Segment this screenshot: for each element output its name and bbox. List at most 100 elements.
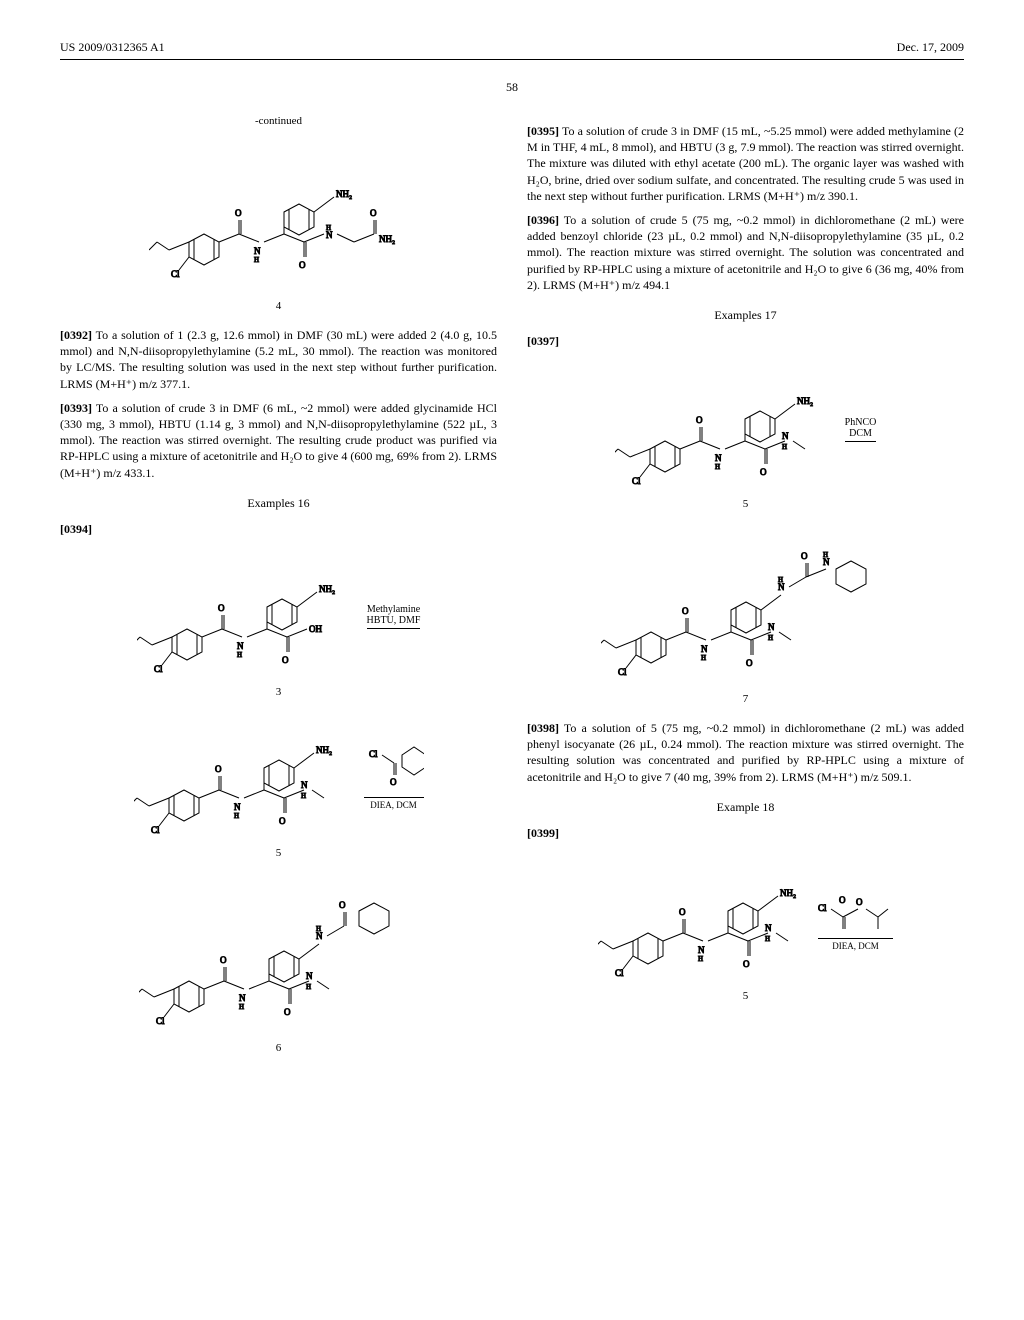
svg-text:N: N (237, 641, 244, 651)
two-column-layout: -continued Cl O NH NH₂ O (60, 115, 964, 1069)
svg-text:O: O (284, 1007, 291, 1017)
structure-3-label: 3 (60, 686, 497, 698)
chemical-structure-3: Cl O NH NH₂ O OH Methylamine HBTU, (60, 552, 497, 698)
svg-text:H: H (306, 983, 311, 991)
example-17-title: Examples 17 (527, 308, 964, 323)
para-text: To a solution of crude 5 (75 mg, ~0.2 mm… (527, 213, 964, 292)
svg-text:H: H (316, 925, 321, 933)
svg-text:Cl: Cl (151, 825, 160, 835)
svg-text:O: O (760, 467, 767, 477)
para-text: To a solution of crude 3 in DMF (6 mL, ~… (60, 401, 497, 480)
svg-text:H: H (778, 576, 783, 584)
para-num: [0395] (527, 124, 559, 138)
example-16-title: Examples 16 (60, 496, 497, 511)
svg-text:H: H (239, 1003, 244, 1011)
svg-text:NH₂: NH₂ (780, 888, 796, 898)
chemical-structure-6: Cl O NH NH O O NH 6 (60, 874, 497, 1054)
svg-text:N: N (768, 622, 775, 632)
svg-text:O: O (235, 208, 242, 218)
svg-text:Cl: Cl (154, 664, 163, 674)
svg-text:OH: OH (309, 624, 322, 634)
reagents-5b: PhNCO DCM (845, 417, 877, 442)
page-number: 58 (60, 80, 964, 95)
svg-text:O: O (215, 764, 222, 774)
svg-text:O: O (679, 907, 686, 917)
paragraph-0392: [0392] To a solution of 1 (2.3 g, 12.6 m… (60, 327, 497, 392)
svg-text:O: O (299, 260, 306, 270)
svg-text:H: H (326, 224, 331, 232)
svg-text:O: O (220, 955, 227, 965)
svg-text:Cl: Cl (171, 269, 180, 279)
structure-5b-label: 5 (527, 498, 964, 510)
right-column: [0395] To a solution of crude 3 in DMF (… (527, 115, 964, 1069)
chemical-structure-5b: Cl O NH NH₂ O NH PhNC (527, 364, 964, 510)
structure-6-label: 6 (60, 1042, 497, 1054)
svg-text:N: N (301, 780, 308, 790)
para-num: [0399] (527, 826, 559, 840)
svg-text:O: O (279, 816, 286, 826)
paragraph-0393: [0393] To a solution of crude 3 in DMF (… (60, 400, 497, 481)
chemical-structure-4: Cl O NH NH₂ O NH O NH₂ 4 (60, 142, 497, 312)
para-text: To a solution of 5 (75 mg, ~0.2 mmol) in… (527, 721, 964, 784)
svg-text:O: O (370, 208, 377, 218)
svg-text:H: H (782, 443, 787, 451)
structure-5a-label: 5 (60, 847, 497, 859)
svg-text:N: N (765, 923, 772, 933)
para-num: [0394] (60, 522, 92, 536)
paragraph-0394: [0394] (60, 521, 497, 537)
svg-text:N: N (782, 431, 789, 441)
structure-5c-label: 5 (527, 990, 964, 1002)
svg-text:NH₂: NH₂ (797, 396, 813, 406)
svg-text:O: O (856, 897, 863, 907)
svg-text:N: N (715, 453, 722, 463)
svg-text:O: O (696, 415, 703, 425)
reagents-3: Methylamine HBTU, DMF (367, 604, 421, 629)
paragraph-0395: [0395] To a solution of crude 3 in DMF (… (527, 123, 964, 204)
svg-text:H: H (234, 812, 239, 820)
example-18-title: Example 18 (527, 800, 964, 815)
svg-text:N: N (239, 993, 246, 1003)
paragraph-0398: [0398] To a solution of 5 (75 mg, ~0.2 m… (527, 720, 964, 785)
chemical-structure-5a: Cl O NH NH₂ O NH (60, 713, 497, 859)
svg-text:H: H (254, 256, 259, 264)
patent-date: Dec. 17, 2009 (897, 40, 964, 55)
svg-text:H: H (823, 551, 828, 559)
paragraph-0396: [0396] To a solution of crude 5 (75 mg, … (527, 212, 964, 293)
svg-text:Cl: Cl (615, 968, 624, 978)
para-num: [0393] (60, 401, 92, 415)
svg-text:O: O (390, 777, 397, 787)
svg-text:H: H (768, 634, 773, 642)
structure-7-label: 7 (527, 693, 964, 705)
reagents-5c: DIEA, DCM (818, 938, 893, 951)
continued-label: -continued (60, 115, 497, 127)
svg-text:H: H (301, 792, 306, 800)
svg-text:H: H (701, 654, 706, 662)
page-header: US 2009/0312365 A1 Dec. 17, 2009 (60, 40, 964, 55)
svg-text:N: N (698, 945, 705, 955)
svg-text:O: O (218, 603, 225, 613)
svg-text:Cl: Cl (156, 1016, 165, 1026)
svg-text:O: O (682, 606, 689, 616)
svg-text:H: H (715, 463, 720, 471)
svg-text:O: O (339, 900, 346, 910)
svg-text:O: O (746, 658, 753, 668)
svg-text:Cl: Cl (369, 749, 378, 759)
svg-text:NH₂: NH₂ (336, 189, 352, 199)
svg-text:Cl: Cl (632, 476, 641, 486)
chemical-structure-5c: Cl O NH NH₂ O NH (527, 856, 964, 1002)
svg-text:NH₂: NH₂ (319, 584, 335, 594)
structure-4-label: 4 (60, 300, 497, 312)
svg-text:Cl: Cl (818, 903, 827, 913)
svg-text:NH₂: NH₂ (316, 745, 332, 755)
svg-text:O: O (743, 959, 750, 969)
svg-text:N: N (701, 644, 708, 654)
reagents-5a: DIEA, DCM (364, 797, 424, 810)
para-text: To a solution of crude 3 in DMF (15 mL, … (527, 124, 964, 203)
svg-text:NH₂: NH₂ (379, 234, 395, 244)
left-column: -continued Cl O NH NH₂ O (60, 115, 497, 1069)
svg-text:N: N (306, 971, 313, 981)
svg-text:Cl: Cl (618, 667, 627, 677)
chemical-structure-7: Cl O NH NH O NH O NH (527, 525, 964, 705)
para-text: To a solution of 1 (2.3 g, 12.6 mmol) in… (60, 328, 497, 391)
svg-text:O: O (282, 655, 289, 665)
